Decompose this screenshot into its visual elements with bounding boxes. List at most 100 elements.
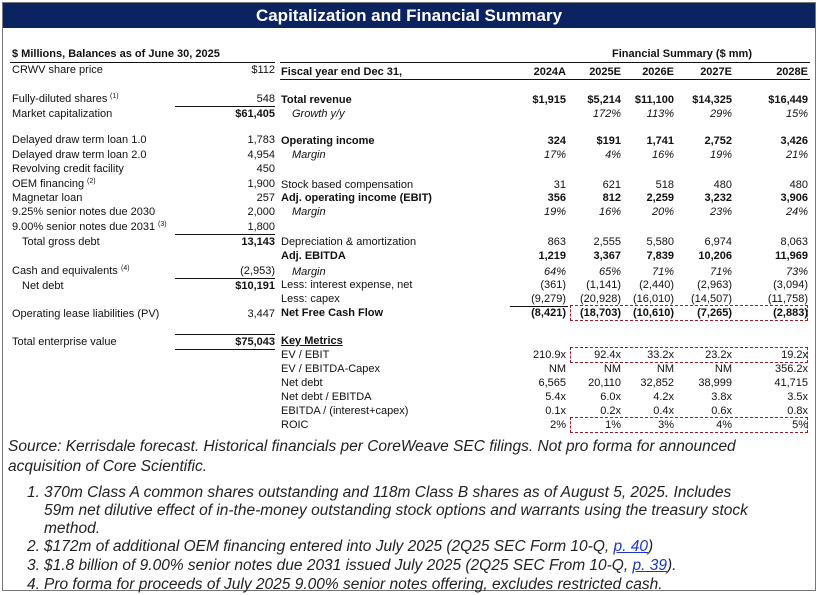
row-value: $61,405 [235, 108, 275, 120]
divider [510, 306, 568, 307]
cell-value: 1,219 [538, 250, 566, 262]
cell-value: 20,110 [588, 377, 621, 389]
cell-value: 8,063 [780, 236, 808, 248]
row-label: EV / EBITDA-Capex [281, 363, 381, 375]
cell-value: 1% [605, 419, 621, 431]
footnote-3-link[interactable]: p. 39 [632, 557, 667, 574]
cell-value: 19.2x [781, 349, 808, 361]
divider [175, 334, 275, 335]
row-label: Market capitalization [12, 108, 113, 120]
row-value: 4,954 [247, 149, 275, 161]
divider [280, 62, 810, 63]
cell-value: 4% [605, 149, 621, 161]
cell-value: 5.4x [545, 391, 566, 403]
row-label: Fully-diluted shares [12, 93, 108, 105]
row-label: Net debt [281, 377, 323, 389]
footnote-number: 4. [27, 576, 40, 593]
row-label: Delayed draw term loan 2.0 [12, 149, 147, 161]
cell-value: 0.1x [545, 405, 566, 417]
cell-value: 621 [602, 179, 621, 191]
row-label: Less: interest expense, net [281, 279, 413, 291]
row-label: Net Free Cash Flow [281, 307, 384, 319]
cell-value: 356.2x [774, 363, 808, 375]
cell-value: 64% [543, 266, 566, 278]
cell-value: 24% [785, 206, 808, 218]
cell-value: 23.2x [705, 349, 732, 361]
footnote-2-text: $172m of additional OEM financing entere… [44, 538, 614, 555]
footnote-2-link[interactable]: p. 40 [613, 538, 648, 555]
cell-value: 71% [709, 266, 732, 278]
cell-value: (16,010) [633, 293, 674, 305]
row-label: Adj. operating income (EBIT) [281, 192, 432, 204]
cell-value: 3,232 [704, 192, 732, 204]
cell-value: $11,100 [634, 94, 674, 106]
cell-value: NM [656, 363, 674, 375]
cell-value: 65% [598, 266, 621, 278]
cell-value: 71% [651, 266, 674, 278]
cell-value: 20% [651, 206, 674, 218]
cell-value: 324 [547, 135, 566, 147]
cell-value: 5% [792, 419, 808, 431]
cell-value: (9,279) [531, 293, 566, 305]
cell-value: 16% [651, 149, 674, 161]
row-label: EV / EBIT [281, 349, 330, 361]
year-header: 2027E [700, 66, 732, 78]
cell-value: 2,259 [646, 192, 674, 204]
cell-value: 5,580 [646, 236, 674, 248]
year-header: 2024A [533, 66, 566, 78]
row-label: OEM financing [12, 178, 85, 190]
row-label: 9.00% senior notes due 2031 [12, 221, 156, 233]
row-label: Operating lease liabilities (PV) [12, 308, 160, 320]
year-header: 2025E [589, 66, 621, 78]
source-note: Source: Kerrisdale forecast. Historical … [8, 438, 736, 455]
cell-value: 19% [709, 149, 732, 161]
footnote-1-cont: method. [44, 520, 101, 537]
cell-value: (7,265) [697, 307, 732, 319]
row-label: Total enterprise value [12, 336, 117, 348]
cell-value: 2,752 [704, 135, 732, 147]
row-value: 1,783 [247, 134, 275, 146]
divider [175, 106, 275, 107]
highlight-box-roic [570, 417, 808, 433]
row-label: Delayed draw term loan 1.0 [12, 134, 147, 146]
row-value: $112 [251, 64, 275, 76]
divider [280, 79, 810, 80]
row-value: 257 [256, 192, 275, 204]
row-value: 3,447 [247, 308, 275, 320]
year-header: 2026E [642, 66, 674, 78]
divider [10, 62, 275, 63]
row-value: 1,900 [247, 178, 275, 190]
row-label: Cash and equivalents [12, 265, 118, 277]
cell-value: 3,367 [593, 250, 621, 262]
cell-value: 32,852 [640, 377, 674, 389]
year-header: 2028E [776, 66, 808, 78]
row-label: Stock based compensation [281, 179, 414, 191]
row-label: Growth y/y [292, 108, 345, 120]
footnote-2-end: ) [647, 538, 654, 555]
cell-value: 0.6x [711, 405, 732, 417]
cell-value: (2,440) [639, 279, 674, 291]
footnote-4: Pro forma for proceeds of July 2025 9.00… [44, 576, 663, 593]
cell-value: (2,963) [697, 279, 732, 291]
divider [175, 349, 275, 350]
cell-value: NM [548, 363, 566, 375]
cell-value: 210.9x [532, 349, 566, 361]
row-value: 1,800 [247, 221, 275, 233]
cell-value: 7,839 [646, 250, 674, 262]
footnote-2: $172m of additional OEM financing entere… [44, 538, 653, 556]
cell-value: 863 [547, 236, 566, 248]
row-label: EBITDA / (interest+capex) [281, 405, 409, 417]
row-label: 9.25% senior notes due 2030 [12, 206, 156, 218]
cell-value: 3.5x [787, 391, 808, 403]
cell-value: 3,426 [780, 135, 808, 147]
page-title: Capitalization and Financial Summary [3, 3, 815, 28]
cell-value: (10,610) [633, 307, 674, 319]
row-label: Magnetar loan [12, 192, 83, 204]
row-label: Less: capex [281, 293, 340, 305]
cell-value: 29% [709, 108, 732, 120]
cell-value: 518 [655, 179, 674, 191]
cell-value: 6,974 [704, 236, 732, 248]
row-label: Net debt [22, 280, 64, 292]
cell-value: 480 [789, 179, 808, 191]
